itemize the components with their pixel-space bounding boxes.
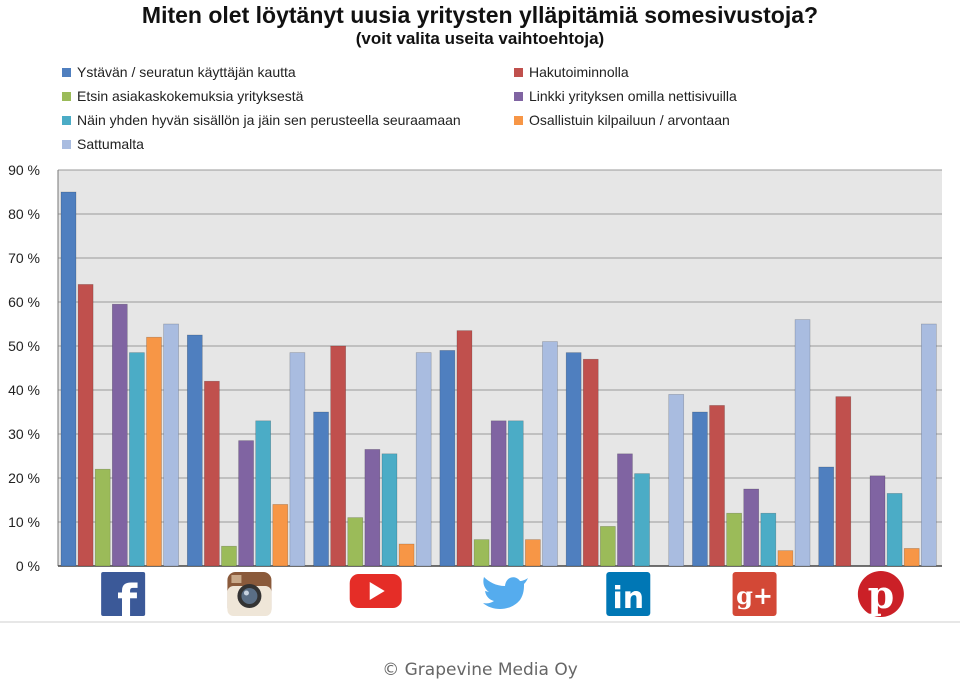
bar <box>163 323 179 567</box>
bar <box>760 512 777 567</box>
legend-item: Ystävän / seuratun käyttäjän kautta <box>62 64 296 80</box>
bar <box>565 352 582 567</box>
legend-item: Sattumalta <box>62 136 144 152</box>
bar <box>726 512 742 567</box>
bar <box>186 334 203 567</box>
instagram-icon <box>227 572 272 616</box>
legend-swatch <box>62 91 71 101</box>
bar <box>777 550 794 567</box>
bar <box>490 420 507 567</box>
chart-title: Miten olet löytänyt uusia yritysten yllä… <box>141 2 819 28</box>
bar <box>347 517 364 567</box>
bar <box>668 394 685 567</box>
legend-swatch <box>62 115 71 125</box>
y-tick-label: 60 % <box>8 294 40 310</box>
chart-subtitle: (voit valita useita vaihtoehtoja) <box>355 29 605 48</box>
bar <box>381 453 398 567</box>
bar <box>903 548 920 567</box>
bar <box>289 352 306 567</box>
y-tick-label: 40 % <box>8 382 40 398</box>
legend-item: Etsin asiakaskokemuksia yrityksestä <box>62 88 303 104</box>
bar <box>313 411 329 567</box>
bar <box>456 330 473 567</box>
bar <box>886 493 903 567</box>
y-tick-label: 30 % <box>8 426 40 442</box>
legend-item: Hakutoiminnolla <box>514 64 629 80</box>
legend-label: Sattumalta <box>77 136 144 152</box>
bar <box>794 319 811 567</box>
bar <box>582 358 599 567</box>
legend-label: Näin yhden hyvän sisällön ja jäin sen pe… <box>77 112 461 128</box>
svg-text:g+: g+ <box>736 581 773 610</box>
bar <box>238 440 254 567</box>
bar <box>129 352 145 567</box>
bar <box>415 352 432 567</box>
bar <box>542 341 558 567</box>
bar <box>398 543 415 567</box>
svg-text:f: f <box>117 575 138 629</box>
legend-swatch <box>514 115 523 125</box>
bar <box>743 488 760 567</box>
bar <box>272 504 289 567</box>
chart-legend: Ystävän / seuratun käyttäjän kautta Hakut… <box>62 64 922 164</box>
legend-item: Linkki yrityksen omilla nettisivuilla <box>514 88 737 104</box>
bar <box>818 466 835 567</box>
copyright-footer: © Grapevine Media Oy <box>382 660 578 680</box>
legend-swatch <box>514 67 523 77</box>
bar <box>146 336 162 567</box>
bar <box>112 303 128 567</box>
y-tick-label: 50 % <box>8 338 40 354</box>
y-tick-label: 0 % <box>16 558 40 574</box>
y-tick-label: 10 % <box>8 514 40 530</box>
bar <box>507 420 524 567</box>
legend-item: Osallistuin kilpailuun / arvontaan <box>514 112 730 128</box>
bar <box>835 396 852 567</box>
bar <box>869 475 886 567</box>
bar <box>77 284 94 567</box>
y-tick-label: 70 % <box>8 250 40 266</box>
facebook-icon: f <box>101 572 146 629</box>
pinterest-icon: p <box>857 571 904 617</box>
legend-label: Osallistuin kilpailuun / arvontaan <box>529 112 730 128</box>
legend-label: Hakutoiminnolla <box>529 64 629 80</box>
bar <box>525 539 541 567</box>
bar <box>617 453 633 567</box>
youtube-icon <box>349 574 402 608</box>
bar <box>364 449 381 567</box>
twitter-icon <box>483 577 528 610</box>
y-tick-label: 90 % <box>8 162 40 178</box>
bar <box>221 545 237 567</box>
bar <box>204 380 220 567</box>
legend-label: Ystävän / seuratun käyttäjän kautta <box>77 64 296 80</box>
legend-swatch <box>62 139 71 149</box>
legend-swatch <box>514 91 523 101</box>
legend-swatch <box>62 67 71 77</box>
y-tick-label: 80 % <box>8 206 40 222</box>
bar <box>634 473 650 567</box>
bar <box>330 345 346 567</box>
legend-label: Etsin asiakaskokemuksia yrityksestä <box>77 88 304 104</box>
svg-text:p: p <box>868 572 895 617</box>
bar <box>692 411 708 567</box>
bar <box>709 405 725 567</box>
bar <box>473 539 490 567</box>
svg-text:in: in <box>612 581 644 616</box>
bar-chart: 0 % 10 % 20 % 30 % 40 % 50 % 60 % 70 % 80 % 90 % f… <box>0 162 960 629</box>
bar <box>60 191 77 567</box>
bar <box>255 420 271 567</box>
linkedin-icon: in <box>606 572 651 616</box>
bar <box>600 526 616 567</box>
legend-item: Näin yhden hyvän sisällön ja jäin sen pe… <box>62 112 461 128</box>
bar <box>921 323 937 567</box>
bar <box>94 468 111 567</box>
legend-label: Linkki yrityksen omilla nettisivuilla <box>529 88 737 104</box>
googleplus-icon: g+ <box>732 572 777 616</box>
y-tick-label: 20 % <box>8 470 40 486</box>
bar <box>439 350 456 567</box>
